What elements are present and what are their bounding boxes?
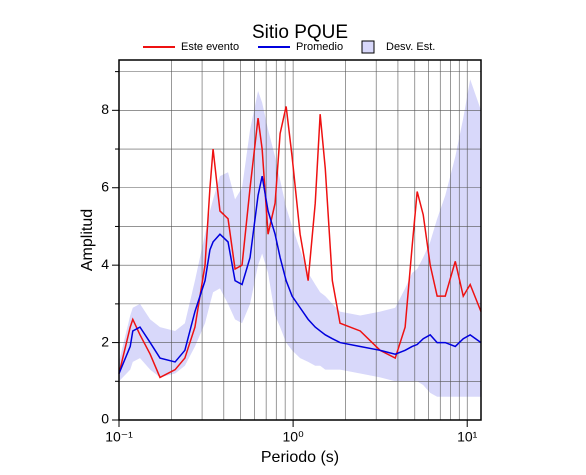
- x-tick-label: 10¹: [457, 429, 478, 445]
- y-tick-label: 2: [101, 333, 109, 349]
- std-band: [119, 79, 481, 397]
- series-line: [118, 175, 482, 374]
- plot-frame: [118, 59, 482, 421]
- x-tick-label: 10⁰: [283, 429, 305, 445]
- legend-label: Este evento: [181, 41, 239, 53]
- chart-title: Sitio PQUE: [252, 22, 348, 43]
- legend-label: Desv. Est.: [386, 41, 435, 53]
- y-tick-label: 6: [101, 178, 109, 194]
- legend-swatch: [361, 40, 375, 54]
- y-tick-label: 4: [101, 256, 109, 272]
- legend-label: Promedio: [296, 41, 343, 53]
- y-tick-label: 0: [101, 411, 109, 427]
- series-line: [118, 106, 482, 379]
- y-tick-label: 8: [101, 101, 109, 117]
- y-axis-label: Amplitud: [79, 209, 96, 271]
- x-axis-label: Periodo (s): [261, 449, 339, 466]
- x-tick-label: 10⁻¹: [105, 429, 133, 445]
